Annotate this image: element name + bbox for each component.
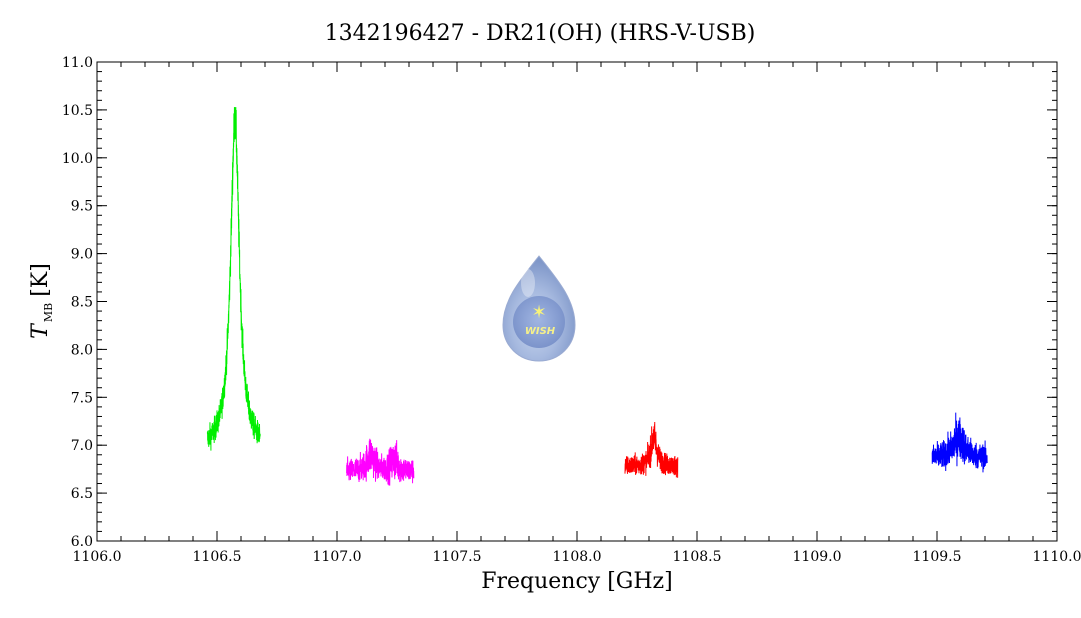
y-tick-label: 7.0 (71, 438, 93, 454)
x-tick-label: 1109.5 (913, 549, 962, 565)
y-tick-label: 10.5 (62, 103, 93, 119)
x-tick-label: 1107.5 (433, 549, 482, 565)
x-tick-label: 1109.0 (793, 549, 842, 565)
logo-inner-circle (513, 296, 565, 348)
y-tick-label: 8.0 (71, 342, 93, 358)
spectrum-series-3 (931, 412, 988, 473)
logo-text: WISH (525, 326, 556, 337)
y-tick-label: 6.5 (71, 486, 93, 502)
x-axis-label: Frequency [GHz] (481, 569, 673, 594)
spectrum-series-0 (206, 107, 261, 451)
y-tick-label: 6.0 (71, 534, 93, 550)
logo-highlight (521, 269, 535, 297)
chart-title: 1342196427 - DR21(OH) (HRS-V-USB) (325, 21, 756, 46)
logo-star-icon: ✶ (531, 302, 546, 323)
y-tick-labels: 6.0 6.5 7.0 7.5 8.0 8.5 9.0 9.5 10.0 10.5 11.0 (62, 55, 93, 550)
spectrum-series-1 (346, 438, 415, 486)
axis-ticks (96, 61, 1058, 542)
y-axis-label-unit: [K] (28, 263, 53, 297)
y-axis-label-main: T (28, 322, 53, 339)
wish-logo: ✶ WISH (502, 255, 576, 362)
plot-area (96, 61, 1058, 542)
y-tick-label: 10.0 (62, 151, 93, 167)
y-tick-label: 9.5 (71, 199, 93, 215)
y-tick-label: 11.0 (62, 55, 93, 71)
y-tick-label: 8.5 (71, 295, 93, 311)
x-tick-labels: 1106.0 1106.5 1107.0 1107.5 1108.0 1108.5 1109… (73, 549, 1081, 565)
y-tick-label: 9.0 (71, 247, 93, 263)
x-tick-label: 1110.0 (1033, 549, 1081, 565)
x-tick-label: 1108.0 (553, 549, 602, 565)
x-tick-label: 1106.5 (193, 549, 242, 565)
y-axis-label-sub: MB (42, 303, 55, 322)
y-axis-label: TMB [K] (28, 263, 55, 339)
x-tick-label: 1108.5 (673, 549, 722, 565)
spectrum-series-2 (624, 422, 679, 478)
x-tick-label: 1106.0 (73, 549, 122, 565)
x-tick-label: 1107.0 (313, 549, 362, 565)
y-tick-label: 7.5 (71, 390, 93, 406)
